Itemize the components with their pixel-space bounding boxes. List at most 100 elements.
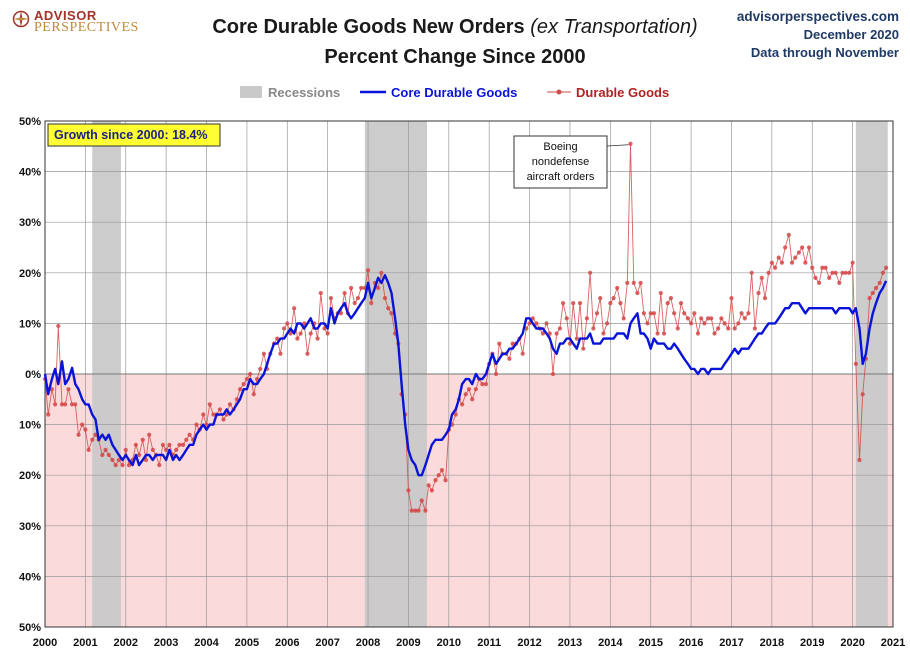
annotation-text: nondefense <box>532 156 590 168</box>
durable-goods-point <box>705 316 711 321</box>
durable-goods-point <box>756 290 761 296</box>
durable-goods-point <box>136 452 142 458</box>
compass-icon <box>12 10 30 28</box>
y-tick-label: 40% <box>19 571 41 583</box>
durable-goods-point <box>224 412 229 417</box>
durable-goods-point <box>588 270 593 275</box>
durable-goods-point <box>251 392 256 397</box>
durable-goods-point <box>833 270 838 275</box>
x-tick-label: 2018 <box>760 637 784 649</box>
durable-goods-point <box>534 321 539 326</box>
durable-goods-point <box>739 311 744 316</box>
annotation-pointer <box>606 144 629 147</box>
durable-goods-point <box>853 361 858 366</box>
durable-goods-point <box>605 321 610 326</box>
durable-goods-point <box>884 265 889 270</box>
durable-goods-point <box>241 382 246 387</box>
core-durable-goods-line <box>43 274 888 477</box>
durable-goods-point <box>719 316 724 321</box>
growth-label: Growth since 2000: 18.4% <box>54 128 208 142</box>
durable-goods-point <box>682 311 687 316</box>
durable-goods-point <box>110 457 115 463</box>
durable-goods-point <box>830 270 835 275</box>
durable-goods-point <box>201 412 206 417</box>
durable-goods-point <box>164 447 169 452</box>
logo-line-1: ADVISOR <box>34 8 97 23</box>
legend-recession-label: Recessions <box>268 85 340 100</box>
durable-goods-point <box>810 265 815 270</box>
durable-goods-point <box>433 478 438 483</box>
durable-goods-point <box>63 402 68 407</box>
durable-goods-point <box>678 301 684 306</box>
y-tick-label: 10% <box>19 318 41 330</box>
durable-goods-point <box>426 483 431 488</box>
x-tick-label: 2002 <box>114 637 138 649</box>
durable-goods-point <box>302 321 307 326</box>
legend-core-label: Core Durable Goods <box>391 85 517 100</box>
durable-goods-point <box>281 326 287 331</box>
durable-goods-point <box>840 270 845 275</box>
y-tick-label: 20% <box>19 268 41 280</box>
durable-goods-point <box>150 447 155 452</box>
durable-goods-point <box>120 462 125 468</box>
durable-goods-point <box>793 255 798 260</box>
title-main: Core Durable Goods New Orders <box>212 16 525 38</box>
durable-goods-point <box>90 437 95 442</box>
durable-goods-point <box>823 265 828 270</box>
durable-goods-point <box>217 407 222 412</box>
durable-goods-point <box>187 432 192 437</box>
durable-goods-point <box>621 316 626 321</box>
x-tick-label: 2019 <box>800 637 824 649</box>
durable-goods-point <box>813 275 818 280</box>
durable-goods-point <box>729 296 734 301</box>
logo-line-2: PERSPECTIVES <box>34 20 139 35</box>
durable-goods-point <box>275 336 280 341</box>
durable-goods-point <box>873 285 879 291</box>
annotation-box <box>513 135 608 189</box>
site-url[interactable]: advisorperspectives.com <box>736 9 899 24</box>
x-tick-label: 2008 <box>356 637 380 649</box>
durable-goods-point <box>328 296 333 301</box>
durable-goods-point <box>769 260 774 265</box>
durable-goods-point <box>389 311 394 316</box>
durable-goods-point <box>160 442 166 447</box>
durable-goods-point <box>234 397 239 402</box>
durable-goods-point <box>645 321 650 326</box>
durable-goods-point <box>560 301 566 306</box>
advisor-perspectives-logo: ADVISOR PERSPECTIVES <box>12 8 162 38</box>
durable-goods-point <box>574 336 579 341</box>
durable-goods-point <box>786 232 791 237</box>
legend-recession-swatch <box>240 86 262 98</box>
durable-goods-point <box>466 387 472 392</box>
x-tick-label: 2017 <box>719 637 743 649</box>
durable-goods-point <box>608 301 613 306</box>
durable-goods-point <box>285 321 290 326</box>
durable-goods-point <box>638 280 643 286</box>
durable-goods-point <box>618 301 623 306</box>
durable-goods-point <box>594 311 600 316</box>
durable-goods-point <box>288 331 293 336</box>
durable-goods-point <box>695 331 701 336</box>
y-tick-label: 50% <box>19 622 41 634</box>
durable-goods-point <box>736 321 741 326</box>
durable-goods-point <box>204 422 209 427</box>
durable-goods-point <box>557 326 562 331</box>
title-paren: (ex Transportation) <box>530 16 698 38</box>
durable-goods-point <box>847 270 852 275</box>
y-tick-label: 40% <box>19 167 41 179</box>
durable-goods-point <box>860 392 865 397</box>
durable-goods-point <box>493 371 499 377</box>
durable-goods-point <box>140 437 145 442</box>
durable-goods-point <box>157 462 162 468</box>
durable-goods-point <box>564 316 569 321</box>
x-tick-label: 2007 <box>315 637 339 649</box>
durable-goods-point <box>133 442 138 447</box>
durable-goods-point <box>675 326 680 331</box>
durable-goods-point <box>648 311 653 316</box>
durable-goods-point <box>527 321 532 326</box>
durable-goods-point <box>598 296 603 301</box>
durable-goods-point <box>665 301 670 306</box>
durable-goods-point <box>237 387 243 392</box>
durable-goods-point <box>69 402 75 407</box>
durable-goods-point <box>820 265 825 270</box>
